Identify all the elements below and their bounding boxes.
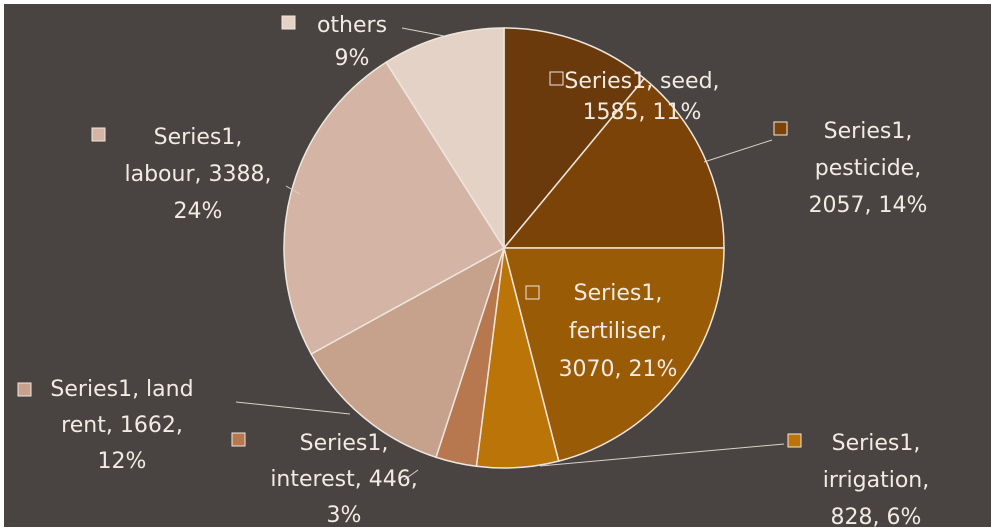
leader-line-interest: [403, 469, 419, 481]
label-marker-fertiliser: [525, 285, 540, 300]
label-marker-seed: [549, 71, 564, 86]
leader-line-land-rent: [235, 401, 351, 415]
leader-lines: [235, 27, 785, 481]
label-marker-interest: [231, 432, 246, 447]
data-label-fertiliser: Series1, fertiliser, 3070, 21%: [559, 281, 678, 382]
data-label-pesticide: Series1, pesticide, 2057, 14%: [809, 119, 928, 218]
pie-slice-land-rent: [310, 246, 506, 459]
leader-line-pesticide: [703, 139, 773, 163]
pie-slice-fertiliser: [503, 247, 725, 463]
data-label-labour: Series1, labour, 3388, 24%: [125, 125, 272, 224]
pie-slice-others: [385, 27, 505, 251]
leader-line-labour: [285, 185, 301, 195]
data-labels: Series1, seed, 1585, 11% Series1, pesticide…: [17, 13, 930, 527]
pie-chart: Series1, seed, 1585, 11% Series1, pesticide…: [17, 13, 930, 527]
pie-slices: [283, 27, 725, 469]
data-label-seed: Series1, seed, 1585, 11%: [564, 69, 719, 125]
pie-slice-seed: [503, 27, 646, 251]
data-label-others: others 9%: [317, 13, 387, 71]
label-marker-others: [281, 15, 296, 30]
data-label-interest: Series1, interest, 446, 3%: [270, 431, 417, 527]
data-label-land-rent: Series1, land rent, 1662, 12%: [50, 377, 193, 474]
data-label-irrigation: Series1, irrigation, 828, 6%: [823, 431, 930, 527]
label-marker-irrigation: [787, 433, 802, 448]
label-marker-pesticide: [773, 121, 788, 136]
leader-line-irrigation: [539, 443, 785, 467]
label-marker-land-rent: [17, 382, 32, 397]
pie-slice-pesticide: [502, 77, 725, 249]
label-marker-labour: [91, 127, 106, 142]
leader-line-others: [401, 27, 445, 37]
pie-slice-labour: [283, 61, 506, 356]
